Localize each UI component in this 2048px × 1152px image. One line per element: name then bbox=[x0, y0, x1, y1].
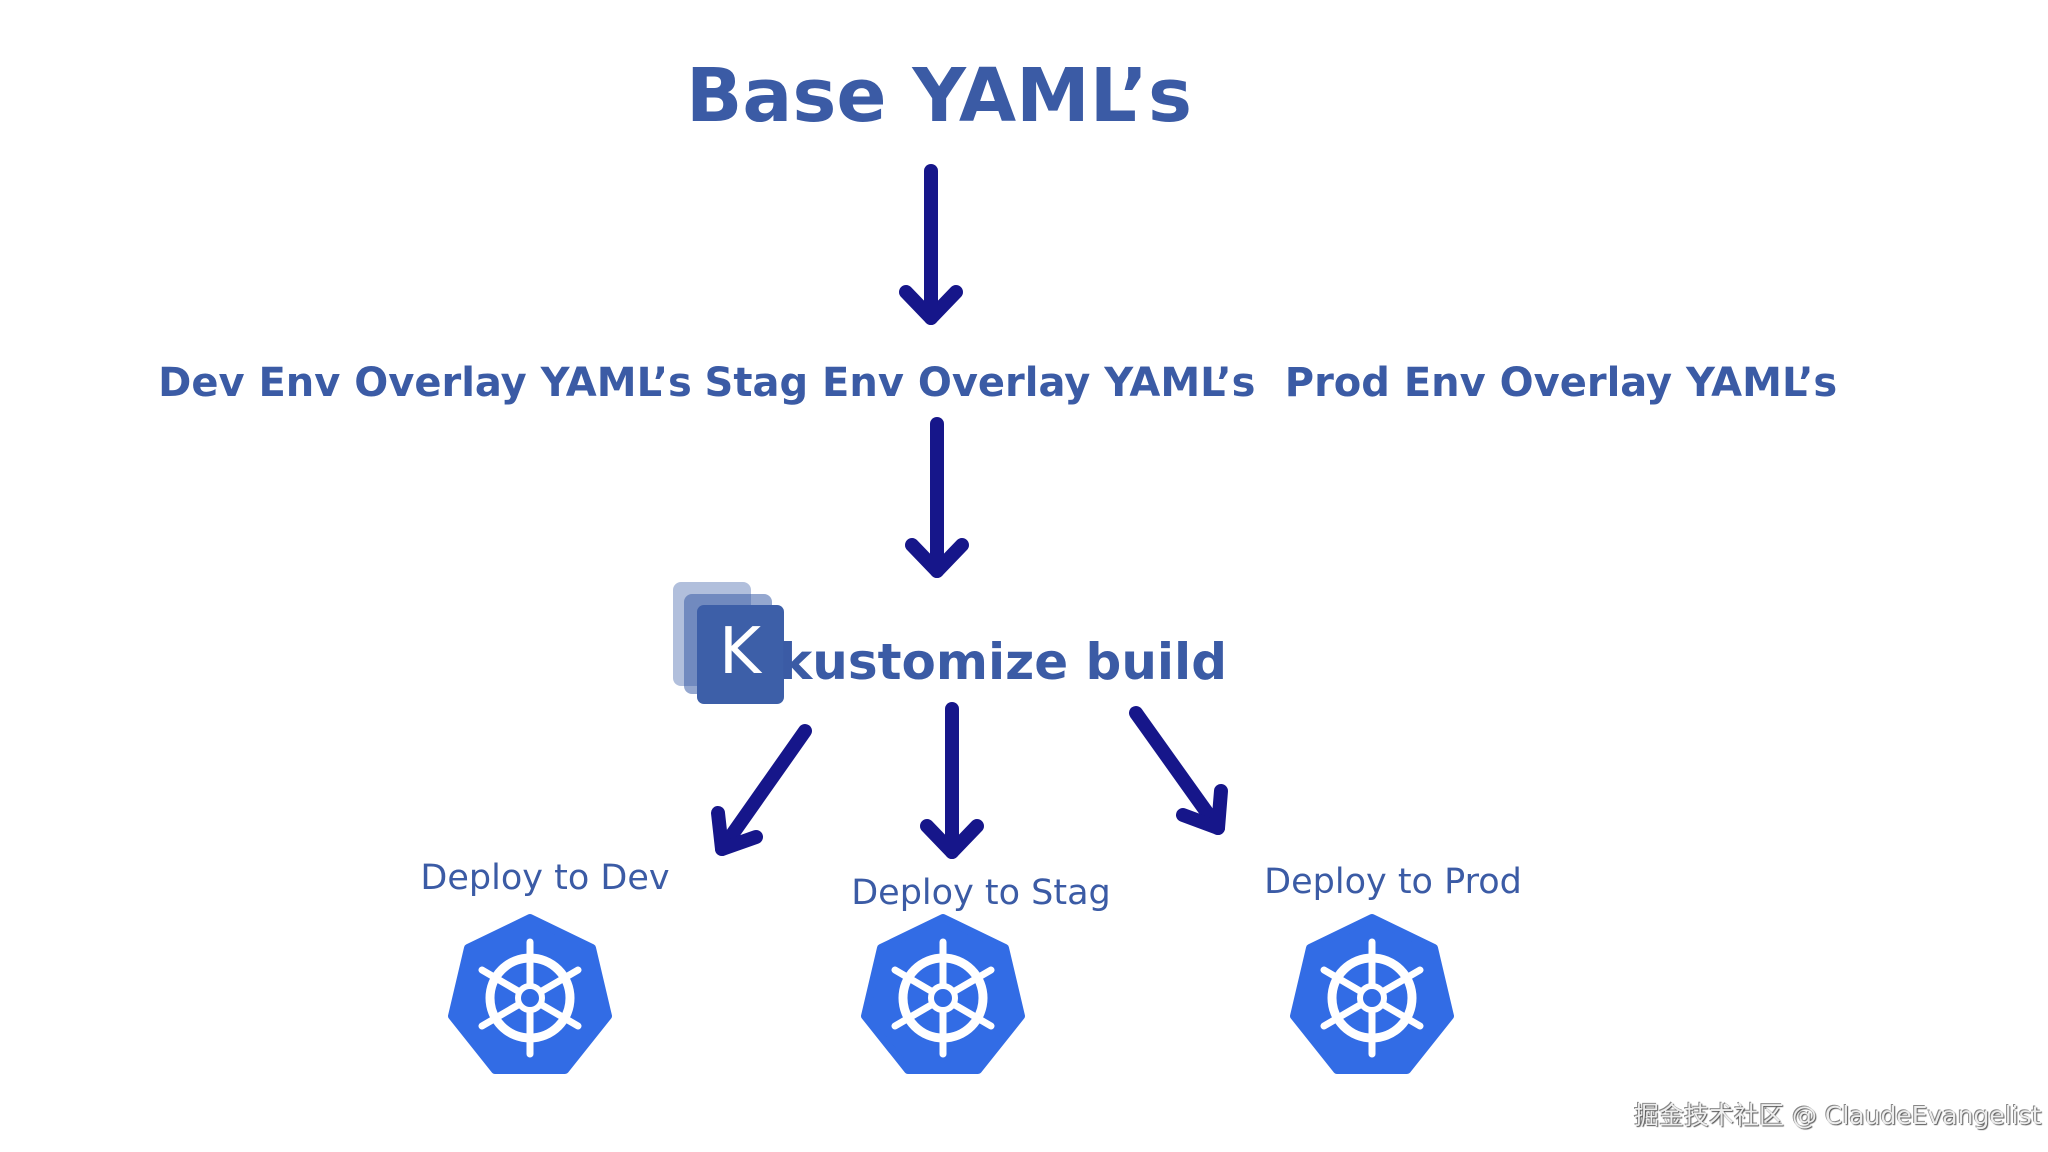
kubernetes-icon-prod bbox=[1294, 918, 1450, 1070]
dev-overlay-label: Dev Env Overlay YAML’s bbox=[158, 360, 692, 406]
stag-overlay-label: Stag Env Overlay YAML’s bbox=[704, 360, 1256, 406]
kubernetes-icon-stag bbox=[865, 918, 1021, 1070]
arrow-build-to-dev bbox=[711, 724, 812, 856]
prod-overlay-label: Prod Env Overlay YAML’s bbox=[1284, 360, 1838, 406]
arrow-build-to-prod bbox=[1129, 706, 1228, 835]
kustomize-logo bbox=[673, 582, 784, 704]
watermark: 掘金技术社区 @ ClaudeEvangelist bbox=[1634, 1101, 2042, 1130]
deploy-prod-label: Deploy to Prod bbox=[1264, 862, 1522, 902]
arrow-overlay-to-build bbox=[905, 417, 969, 578]
kubernetes-icon-dev bbox=[452, 918, 608, 1070]
base-yamls-title: Base YAML’s bbox=[685, 53, 1193, 139]
arrow-base-to-overlay bbox=[899, 164, 963, 325]
deploy-dev-label: Deploy to Dev bbox=[420, 858, 670, 898]
arrow-build-to-stag bbox=[920, 702, 984, 859]
kustomize-build-label: kustomize build bbox=[779, 633, 1227, 691]
kustomize-logo-letter: K bbox=[719, 615, 761, 689]
deploy-stag-label: Deploy to Stag bbox=[851, 873, 1111, 913]
